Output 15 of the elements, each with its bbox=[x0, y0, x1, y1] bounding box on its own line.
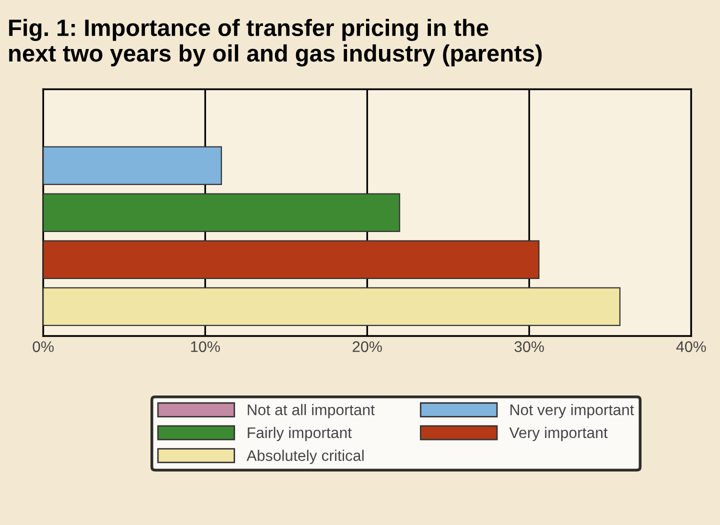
bar bbox=[43, 240, 540, 279]
legend-label: Absolutely critical bbox=[246, 450, 364, 464]
bar bbox=[43, 193, 400, 232]
x-tick-label: 20% bbox=[352, 341, 382, 352]
x-tick-label: 30% bbox=[514, 341, 544, 352]
legend-label: Not very important bbox=[510, 404, 634, 418]
bar bbox=[43, 287, 620, 326]
legend-label: Not at all important bbox=[248, 404, 375, 418]
legend-label: Very important bbox=[509, 426, 608, 442]
x-tick-label: 40% bbox=[676, 341, 706, 352]
bar bbox=[43, 146, 222, 185]
x-tick-label: 0% bbox=[32, 341, 54, 352]
x-tick-label: 10% bbox=[191, 341, 220, 352]
legend-label: Fairly important bbox=[248, 426, 352, 442]
chart-title: Fig. 1: Importance of transfer pricing in the next two years by oil and gas industry (parents) bbox=[9, 18, 542, 66]
